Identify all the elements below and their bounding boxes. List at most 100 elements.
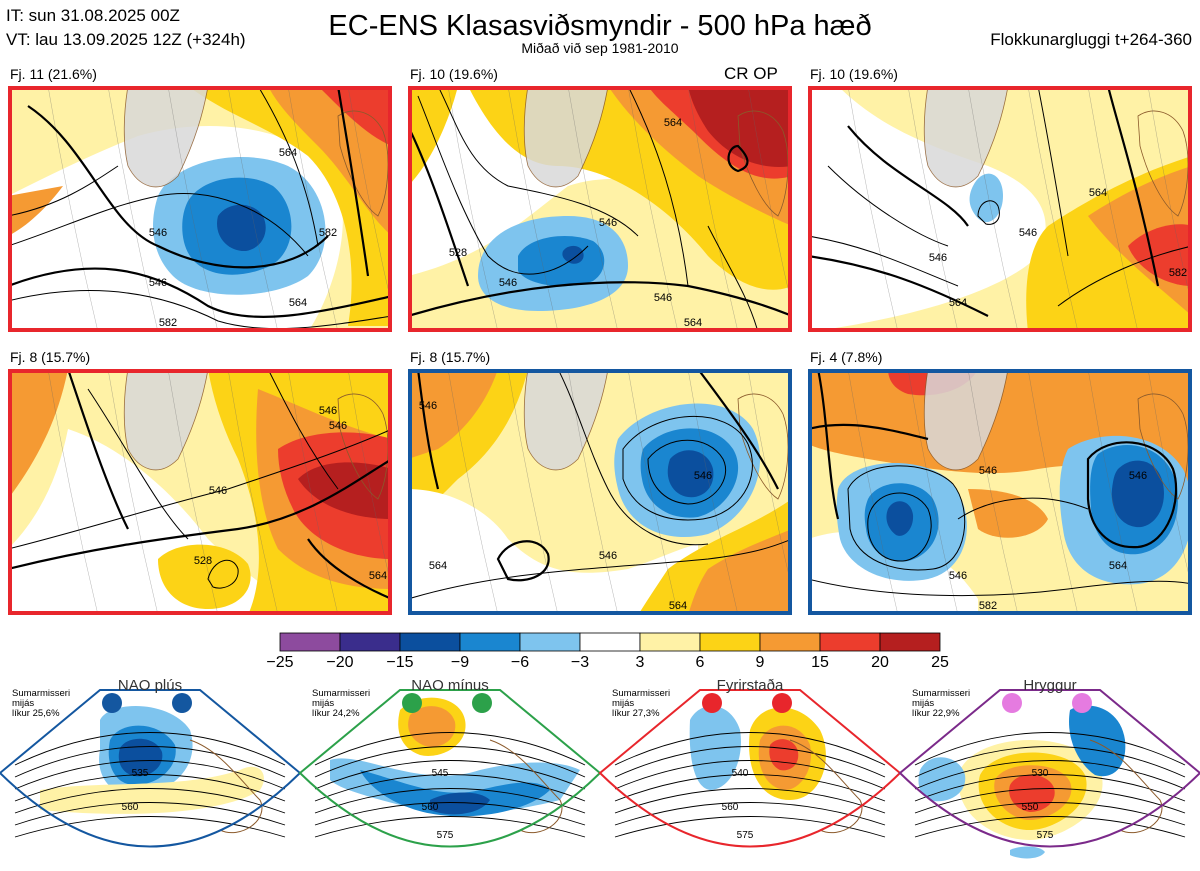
regime-info: Sumarmisseri (912, 688, 970, 699)
regime-anomaly-fill (1069, 705, 1126, 777)
panel-3-label: Fj. 10 (19.6%) (810, 66, 898, 82)
regime-title: NAO plús (118, 677, 182, 694)
graticule-line (168, 90, 218, 328)
regime-coastline (189, 739, 263, 834)
regime-contour (614, 760, 886, 790)
contour-label: 546 (499, 277, 517, 289)
regime-contour (614, 788, 886, 814)
regime-contour (914, 802, 1186, 826)
regime-contour (914, 788, 1186, 814)
anomaly-fill (412, 489, 698, 611)
graticule-line (48, 90, 98, 328)
contour-label: 528 (449, 247, 467, 259)
regime-marker (1072, 693, 1092, 713)
graticule-line (628, 373, 678, 611)
graticule-line (968, 90, 1018, 328)
regime-contour-label: 535 (132, 768, 149, 779)
graticule-line (1088, 373, 1138, 611)
regime-anomaly-fill (769, 739, 799, 771)
coastline (1137, 393, 1188, 500)
contour-label: 564 (1109, 560, 1127, 572)
height-contour (412, 131, 470, 287)
contour-label: 564 (669, 600, 687, 611)
graticule-line (968, 373, 1018, 611)
graticule-line (448, 90, 498, 328)
contour-label: 564 (684, 317, 702, 328)
cluster-map-2: 546 528 546 546 564 564 (408, 86, 792, 332)
contour-label: 564 (279, 147, 297, 159)
regime-contour-label: 545 (432, 768, 449, 779)
regime-contour (914, 760, 1186, 790)
regime-marker (172, 693, 192, 713)
regime-info: líkur 22,9% (912, 708, 960, 719)
map-svg: 546 546 564 564 582 (812, 90, 1188, 328)
regime-contour (614, 746, 886, 778)
graticule-line (748, 90, 788, 290)
graticule-line (908, 90, 958, 328)
height-contour (269, 373, 339, 490)
height-contour (817, 373, 840, 520)
anomaly-fill (322, 90, 388, 145)
height-contour (417, 95, 589, 275)
graticule-line (348, 90, 388, 290)
regime-marker (772, 693, 792, 713)
map-svg: 546 546 546 564 564 (412, 373, 788, 611)
regime-coastline (489, 739, 563, 834)
height-contour (559, 373, 709, 546)
contour-label: 582 (159, 317, 177, 328)
graticule-line (48, 373, 98, 611)
regime-contour-label: 550 (1022, 802, 1039, 813)
regime-anomaly-fill (40, 766, 264, 814)
height-contour (847, 125, 969, 227)
panel-1-label: Fj. 11 (21.6%) (10, 66, 97, 82)
graticule-line (1028, 373, 1078, 611)
graticule-line (1028, 90, 1078, 328)
regime-info: mijás (12, 698, 34, 709)
anomaly-fill (1111, 460, 1164, 528)
regime-contour (314, 746, 586, 778)
page-title: EC-ENS Klasasviðsmyndir - 500 hPa hæð (328, 10, 872, 42)
land-mass (923, 90, 1008, 188)
height-contour (812, 255, 989, 317)
contour-label: 546 (949, 570, 967, 582)
cluster-map-1: 546 546 564 582 582 564 (8, 86, 392, 332)
contour-label: 546 (149, 277, 167, 289)
coastline (337, 393, 388, 500)
regime-contour (914, 816, 1186, 838)
anomaly-fill (562, 245, 584, 264)
regime-contour-label: 575 (737, 830, 754, 841)
regime-background (600, 690, 900, 847)
regime-coastline (789, 739, 863, 834)
contour-label: 564 (1089, 187, 1107, 199)
regime-contour-label: 560 (722, 802, 739, 813)
regime-outline (898, 689, 1200, 848)
regime-contour (314, 788, 586, 814)
height-contour (629, 90, 689, 287)
contour-label: 546 (149, 227, 167, 239)
regime-contour (914, 732, 1186, 766)
height-contour (1107, 90, 1160, 287)
contour-label: 564 (289, 297, 307, 309)
anomaly-fill (12, 186, 63, 234)
land-mass (123, 90, 208, 188)
graticule-line (1148, 90, 1188, 290)
height-contour (699, 373, 779, 490)
regime-info: mijás (612, 698, 634, 709)
height-contour (27, 105, 329, 269)
init-time: IT: sun 31.08.2025 00Z (6, 6, 180, 25)
regime-contour-label: 530 (1032, 768, 1049, 779)
contour-label: 564 (949, 297, 967, 309)
graticule-line (108, 373, 158, 611)
regime-contour (614, 816, 886, 838)
regime-contour (14, 802, 286, 826)
anomaly-fill (968, 489, 1048, 538)
anomaly-fill (217, 204, 266, 252)
contour-label: 582 (319, 227, 337, 239)
anomaly-fill (886, 501, 914, 536)
cluster-map-3: 546 546 564 564 582 (808, 86, 1192, 332)
regime-contour (614, 732, 886, 766)
regime-contour-label: 560 (422, 802, 439, 813)
